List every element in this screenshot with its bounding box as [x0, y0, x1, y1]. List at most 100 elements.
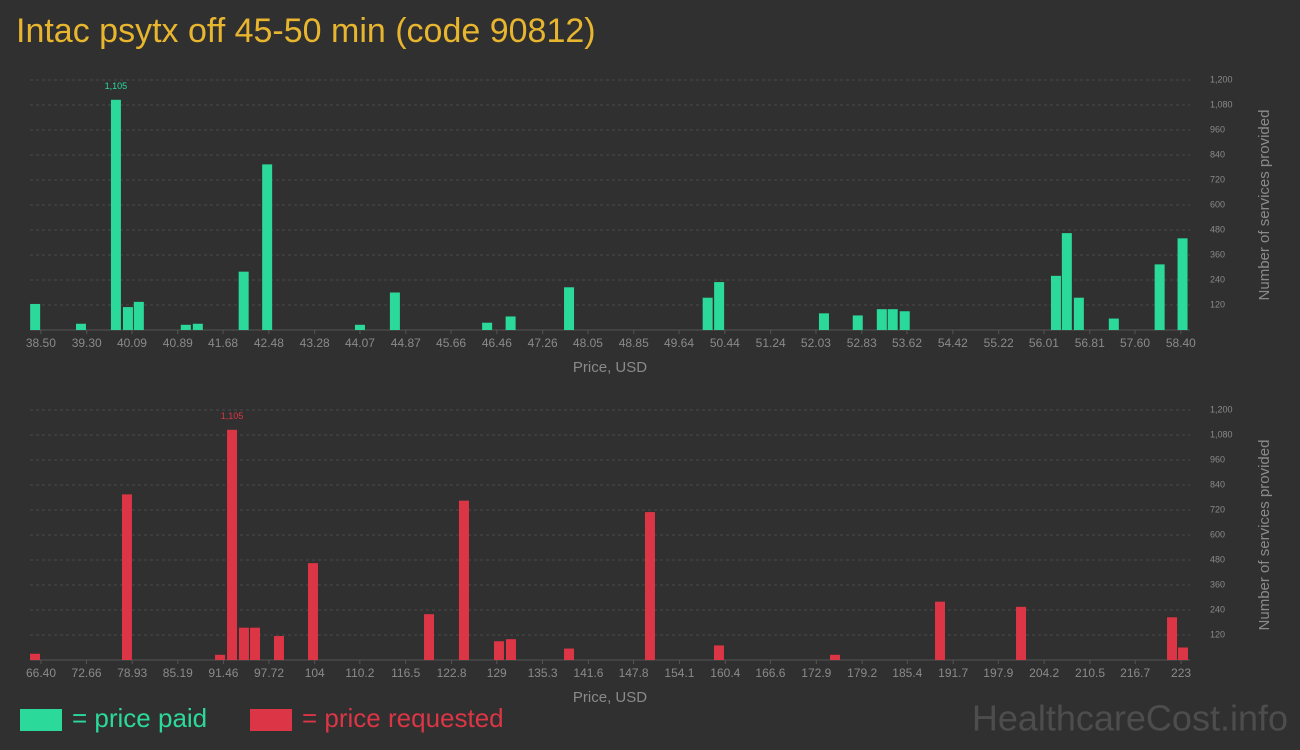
- bar: [852, 315, 863, 330]
- bar: [1167, 617, 1178, 660]
- bar: [30, 303, 41, 330]
- bar: [935, 601, 946, 660]
- bar: [133, 301, 144, 330]
- x-tick-label: 46.46: [482, 336, 512, 350]
- bar: [644, 512, 655, 660]
- x-tick-label: 78.93: [117, 666, 147, 680]
- bar: [1178, 647, 1189, 660]
- x-tick-label: 38.50: [26, 336, 56, 350]
- x-tick-label: 43.28: [300, 336, 330, 350]
- y-tick-label: 480: [1210, 224, 1225, 234]
- x-tick-label: 129: [487, 666, 507, 680]
- bar: [354, 324, 365, 330]
- x-tick-label: 110.2: [345, 666, 374, 680]
- bar: [227, 429, 238, 660]
- bar: [389, 292, 400, 330]
- x-tick-label: 85.19: [163, 666, 193, 680]
- x-tick-label: 223: [1171, 666, 1191, 680]
- bar: [273, 636, 284, 660]
- y-tick-label: 720: [1210, 174, 1225, 184]
- bar: [110, 99, 121, 331]
- bar: [75, 323, 86, 330]
- legend-swatch: [250, 709, 292, 731]
- x-tick-label: 42.48: [254, 336, 284, 350]
- legend-label: = price requested: [302, 703, 504, 733]
- x-tick-label: 55.22: [984, 336, 1014, 350]
- x-axis-label: Price, USD: [573, 359, 647, 376]
- value-label: 1,105: [221, 411, 244, 421]
- x-tick-label: 172.9: [801, 666, 831, 680]
- x-tick-label: 135.3: [528, 666, 558, 680]
- y-tick-label: 360: [1210, 249, 1225, 259]
- bar: [238, 271, 249, 330]
- x-tick-label: 41.68: [208, 336, 238, 350]
- x-tick-label: 47.26: [528, 336, 558, 350]
- bar: [702, 297, 713, 330]
- bar: [493, 641, 504, 660]
- x-tick-label: 147.8: [619, 666, 649, 680]
- x-axis-label: Price, USD: [573, 689, 647, 706]
- x-tick-label: 40.89: [163, 336, 193, 350]
- bar: [482, 322, 493, 330]
- bar: [505, 316, 516, 330]
- bar: [215, 654, 226, 660]
- x-tick-label: 154.1: [664, 666, 694, 680]
- y-tick-label: 960: [1210, 454, 1225, 464]
- page-title: Intac psytx off 45-50 min (code 90812): [16, 12, 596, 50]
- y-tick-label: 1,080: [1210, 429, 1233, 439]
- bar: [1108, 318, 1119, 330]
- x-tick-label: 166.6: [755, 666, 785, 680]
- x-tick-label: 58.40: [1166, 336, 1196, 350]
- bar: [1073, 297, 1084, 330]
- y-tick-label: 600: [1210, 199, 1225, 209]
- y-tick-label: 600: [1210, 529, 1225, 539]
- y-axis-label: Number of services provided: [1256, 440, 1273, 631]
- y-tick-label: 1,200: [1210, 74, 1233, 84]
- bar: [121, 494, 132, 660]
- x-tick-label: 116.5: [391, 666, 420, 680]
- x-tick-label: 97.72: [254, 666, 284, 680]
- y-tick-label: 240: [1210, 274, 1225, 284]
- watermark: HealthcareCost.info: [972, 698, 1288, 739]
- x-tick-label: 72.66: [72, 666, 102, 680]
- y-tick-label: 480: [1210, 554, 1225, 564]
- bar: [122, 307, 133, 330]
- y-tick-label: 240: [1210, 604, 1225, 614]
- x-tick-label: 197.9: [983, 666, 1013, 680]
- x-tick-label: 39.30: [72, 336, 102, 350]
- x-tick-label: 54.42: [938, 336, 968, 350]
- x-tick-label: 160.4: [710, 666, 740, 680]
- y-tick-label: 1,080: [1210, 99, 1233, 109]
- y-tick-label: 1,200: [1210, 404, 1233, 414]
- x-tick-label: 53.62: [892, 336, 922, 350]
- x-tick-label: 40.09: [117, 336, 147, 350]
- x-tick-label: 185.4: [892, 666, 922, 680]
- bar: [192, 323, 203, 330]
- x-tick-label: 45.66: [436, 336, 466, 350]
- bar: [262, 164, 273, 330]
- bar: [180, 324, 191, 330]
- x-tick-label: 104: [305, 666, 325, 680]
- x-tick-label: 48.05: [573, 336, 603, 350]
- x-tick-label: 122.8: [437, 666, 467, 680]
- bar: [505, 639, 516, 660]
- x-tick-label: 216.7: [1120, 666, 1150, 680]
- bar: [424, 614, 435, 660]
- bar: [899, 311, 910, 330]
- y-tick-label: 720: [1210, 504, 1225, 514]
- y-tick-label: 360: [1210, 579, 1225, 589]
- bar: [1061, 233, 1072, 330]
- bar: [1154, 264, 1165, 330]
- x-tick-label: 52.03: [801, 336, 831, 350]
- y-tick-label: 960: [1210, 124, 1225, 134]
- x-tick-label: 52.83: [847, 336, 877, 350]
- bar: [887, 309, 898, 330]
- bar: [250, 627, 261, 660]
- bar: [714, 282, 725, 330]
- bar: [713, 645, 724, 660]
- x-tick-label: 56.01: [1029, 336, 1059, 350]
- x-tick-label: 66.40: [26, 666, 56, 680]
- bar: [30, 653, 41, 660]
- legend-swatch: [20, 709, 62, 731]
- x-tick-label: 57.60: [1120, 336, 1150, 350]
